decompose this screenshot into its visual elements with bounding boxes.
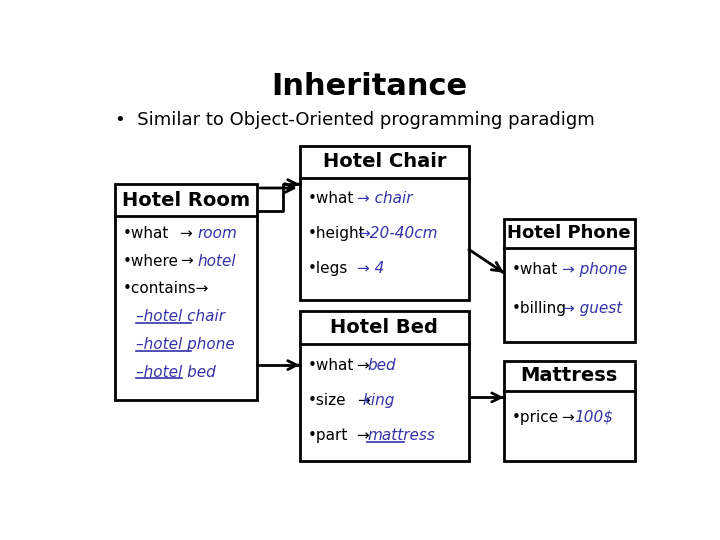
Bar (300, 146, 469, 300)
Text: → guest: → guest (562, 301, 622, 315)
Text: →: → (180, 226, 198, 241)
Text: •what: •what (122, 226, 169, 241)
Text: Hotel Chair: Hotel Chair (323, 152, 446, 171)
Text: bed: bed (367, 357, 396, 373)
Text: •what: •what (307, 191, 354, 206)
Text: →: → (357, 357, 375, 373)
Text: Mattress: Mattress (521, 366, 618, 386)
Text: Inheritance: Inheritance (271, 72, 467, 101)
Text: •legs: •legs (307, 261, 348, 276)
Text: mattress: mattress (367, 428, 436, 443)
Bar (504, 219, 634, 342)
Text: •height: •height (307, 226, 365, 241)
Text: •part: •part (307, 428, 348, 443)
Text: →: → (357, 393, 370, 408)
Text: •what: •what (511, 262, 558, 277)
Text: –hotel chair: –hotel chair (137, 309, 225, 324)
Text: •what: •what (307, 357, 354, 373)
Text: –hotel phone: –hotel phone (137, 337, 235, 352)
Text: •price: •price (511, 410, 559, 425)
Text: room: room (197, 226, 237, 241)
Text: –hotel bed: –hotel bed (137, 364, 216, 380)
Bar (300, 311, 469, 461)
Text: →: → (357, 428, 375, 443)
Text: hotel: hotel (197, 254, 236, 268)
Text: → 4: → 4 (357, 261, 384, 276)
Bar (504, 361, 634, 461)
Text: •size: •size (307, 393, 346, 408)
Text: → chair: → chair (357, 191, 413, 206)
Text: →20-40cm: →20-40cm (357, 226, 438, 241)
Text: Hotel Phone: Hotel Phone (508, 225, 631, 242)
Text: →: → (562, 410, 579, 425)
Text: •billing: •billing (511, 301, 567, 315)
Bar (115, 184, 257, 400)
Text: Hotel Room: Hotel Room (122, 191, 250, 210)
Text: •  Similar to Object-Oriented programming paradigm: • Similar to Object-Oriented programming… (115, 111, 595, 129)
Text: →: → (180, 254, 193, 268)
Text: •contains→: •contains→ (122, 281, 209, 296)
Text: → phone: → phone (562, 262, 626, 277)
Text: 100$: 100$ (575, 410, 613, 425)
Text: Hotel Bed: Hotel Bed (330, 318, 438, 337)
Text: king: king (362, 393, 395, 408)
Text: •where: •where (122, 254, 179, 268)
